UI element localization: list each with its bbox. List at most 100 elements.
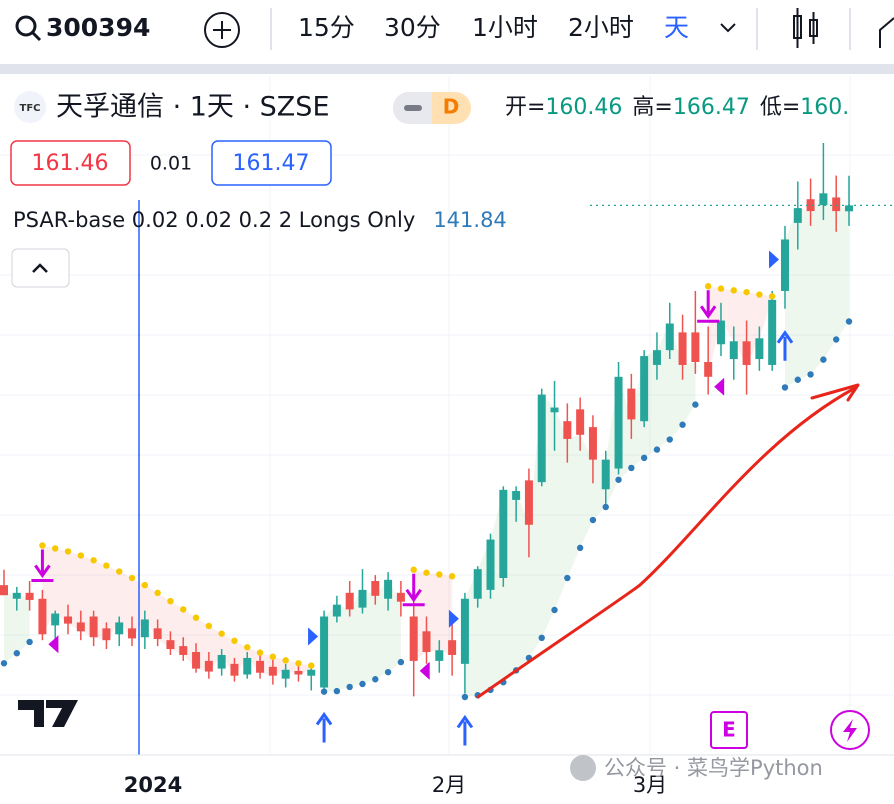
long-flag: [308, 627, 319, 646]
hand-drawn-arrow: [476, 386, 857, 699]
psar-dot: [0, 660, 8, 667]
psar-dot: [756, 291, 763, 298]
collapse-button[interactable]: [11, 248, 70, 288]
legend: TFC 天孚通信 · 1天 · SZSE D 开=160.46 高=166.47 低…: [10, 91, 849, 288]
psar-dot: [640, 454, 648, 462]
psar-dot: [128, 574, 136, 582]
psar-dot: [244, 644, 251, 651]
symbol-logo-text: TFC: [20, 103, 41, 114]
psar-dot: [666, 436, 673, 443]
candle-body: [320, 616, 329, 688]
fills: [4, 193, 849, 697]
psar-dot: [589, 516, 597, 524]
psar-dot: [346, 683, 353, 691]
psar-dot: [167, 597, 174, 605]
psar-dot: [295, 660, 302, 667]
psar-dot: [141, 581, 149, 589]
candle-body: [537, 394, 546, 483]
interval[interactable]: 天: [664, 13, 689, 42]
candle-body: [742, 341, 751, 365]
candle-body: [64, 616, 73, 624]
candle-body: [230, 663, 239, 676]
indicator-name: PSAR-base 0.02 0.02 0.2 2 Longs Only: [13, 208, 415, 232]
interval[interactable]: 1小时: [472, 13, 538, 42]
psar-dot: [397, 658, 405, 666]
psar-dot: [832, 336, 840, 343]
psar-dot: [13, 650, 21, 657]
search-icon[interactable]: [15, 15, 37, 37]
toolbar-divider: [0, 64, 894, 74]
search-icon-handle: [31, 31, 42, 42]
psar-dot: [26, 638, 33, 646]
interval[interactable]: 30分: [384, 13, 441, 42]
candle-body: [806, 199, 815, 212]
candle-body: [166, 640, 175, 650]
psar-dot: [359, 680, 366, 688]
high-value: 166.47: [673, 95, 750, 120]
candle-body: [128, 628, 137, 639]
intervals: 15分 30分 1小时 2小时 天: [298, 13, 689, 42]
candle-body: [307, 669, 316, 676]
interval[interactable]: 2小时: [568, 13, 634, 42]
open-value: 160.46: [545, 95, 622, 120]
add-symbol-plus: [213, 21, 231, 39]
candle-body: [115, 622, 124, 635]
toolbar-bg: [0, 0, 894, 64]
psar-fill: [42, 545, 312, 676]
bid-price: 161.46: [32, 151, 109, 176]
psar-dot: [282, 657, 289, 664]
alerts-bolt: [843, 719, 857, 742]
symbol-logo: [14, 91, 46, 123]
psar-dot: [77, 552, 85, 559]
psar-fill: [324, 579, 401, 692]
candle-body: [140, 619, 149, 638]
candle-body: [76, 622, 85, 632]
psar-dot: [205, 622, 213, 630]
interval[interactable]: 15分: [298, 13, 355, 42]
candle-body: [665, 323, 674, 351]
candle-body: [550, 407, 559, 413]
psar-dot: [180, 606, 187, 613]
status-badge: D: [443, 95, 460, 119]
ask-price: 161.47: [233, 151, 310, 176]
indicator-value: 141.84: [433, 208, 506, 232]
psar-dot: [308, 662, 315, 669]
psar-dot: [192, 614, 200, 621]
psar-dot: [52, 545, 59, 552]
candle-body: [716, 320, 725, 345]
psar-dot: [384, 668, 392, 676]
psar-fill: [784, 193, 849, 388]
candle-body: [755, 338, 764, 360]
psar-dot: [692, 401, 699, 408]
candle-body: [652, 350, 661, 365]
events-badge[interactable]: [710, 711, 748, 749]
long-arrow: [456, 714, 474, 746]
sell-button[interactable]: [10, 140, 131, 186]
candle-body: [192, 652, 201, 669]
spread: 0.01: [150, 153, 192, 175]
candle-body: [691, 332, 700, 362]
time-label: 3月: [633, 773, 667, 797]
candle-body: [281, 669, 290, 679]
low-label: 低=: [760, 95, 800, 120]
psar-dot: [90, 557, 97, 564]
buy-button[interactable]: [211, 140, 332, 186]
interval-menu[interactable]: [720, 23, 736, 33]
candle-body: [627, 388, 636, 420]
add-symbol[interactable]: [204, 12, 240, 48]
short-arrow: [697, 290, 720, 323]
psar-dot: [781, 384, 789, 391]
candle-body: [384, 579, 393, 599]
indicator-icon[interactable]: [879, 17, 894, 48]
candle-body: [345, 592, 354, 610]
chart-type-icon[interactable]: [793, 8, 818, 48]
candle-body: [0, 585, 8, 596]
candle-body: [448, 640, 457, 655]
psar-dot: [372, 676, 379, 683]
psar-dot: [436, 571, 443, 578]
psar-dot: [807, 371, 814, 378]
symbol[interactable]: 300394: [46, 13, 150, 42]
hand-drawn-arrowhead: [810, 383, 860, 402]
low-value: 160.: [800, 95, 849, 120]
